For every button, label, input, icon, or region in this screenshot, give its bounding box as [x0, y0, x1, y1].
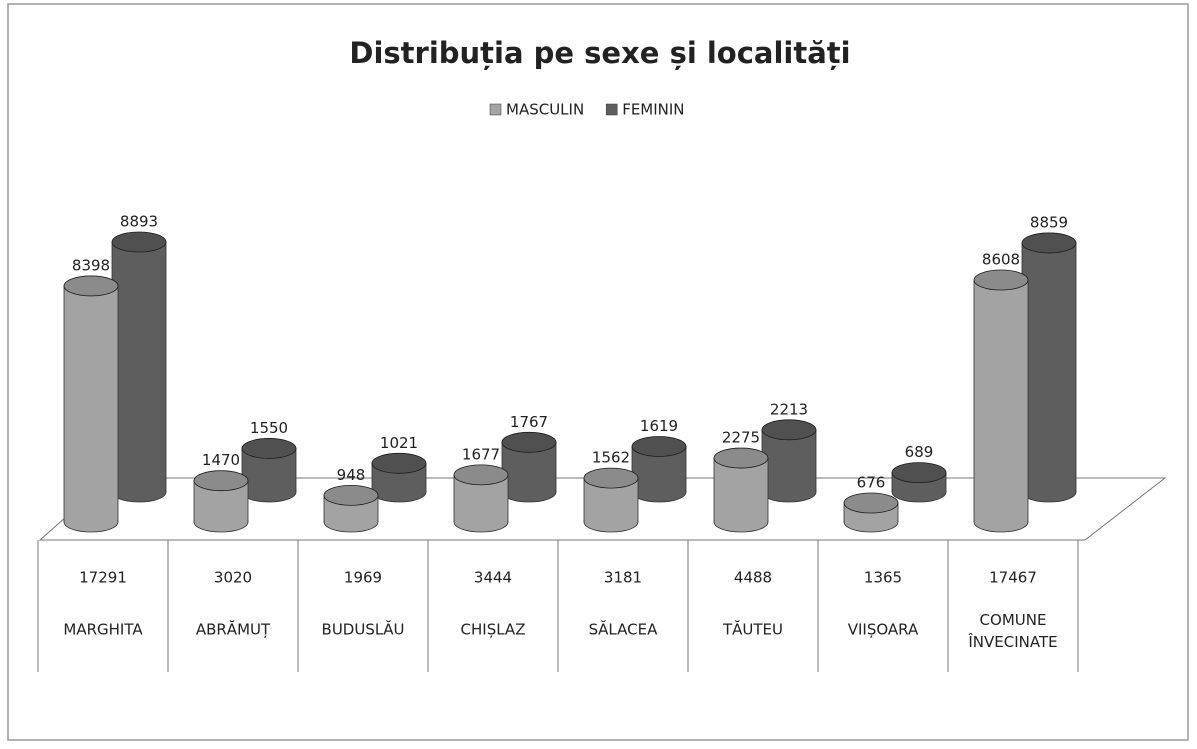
total-value: 4488	[734, 569, 772, 587]
data-label: 8893	[120, 213, 158, 231]
cylinder-top	[1021, 232, 1077, 254]
cylinder-top	[453, 464, 509, 486]
cylinder	[63, 275, 119, 533]
cylinder	[761, 419, 817, 503]
data-label: 2213	[770, 400, 808, 418]
cylinder-top	[371, 452, 427, 474]
cylinder-top	[761, 419, 817, 441]
cylinder	[843, 492, 899, 533]
cylinder	[583, 467, 639, 533]
cylinder-top	[323, 484, 379, 506]
legend-label: MASCULIN	[506, 101, 584, 119]
data-label: 8608	[982, 251, 1020, 269]
cylinder-top	[713, 447, 769, 469]
category-label: MARGHITA	[63, 621, 143, 639]
total-value: 3181	[604, 569, 642, 587]
data-label: 8859	[1030, 213, 1068, 231]
total-value: 1365	[864, 569, 902, 587]
cylinder-cover	[64, 285, 118, 522]
legend-label: FEMININ	[622, 101, 684, 119]
cylinder	[241, 438, 297, 503]
cylinder-cover	[714, 458, 768, 522]
cylinder	[111, 231, 167, 503]
cylinder	[323, 484, 379, 533]
cylinder-top	[843, 492, 899, 514]
legend-swatch	[489, 103, 502, 116]
data-label: 1619	[640, 417, 678, 435]
legend-swatch	[605, 103, 618, 116]
category-label: ABRĂMUȚ	[196, 620, 271, 639]
total-value: 3020	[214, 569, 252, 587]
total-value: 17467	[989, 569, 1037, 587]
data-label: 1562	[592, 449, 630, 467]
cylinder-top	[111, 231, 167, 253]
cylinder-top	[501, 431, 557, 453]
cylinder	[371, 452, 427, 503]
category-label: CHIȘLAZ	[461, 621, 526, 639]
cylinder-cover	[974, 280, 1028, 522]
cylinder	[193, 470, 249, 533]
category-label: COMUNE ÎNVECINATE	[967, 611, 1057, 651]
data-label: 689	[905, 443, 934, 461]
cylinder	[501, 431, 557, 503]
data-label: 1021	[380, 434, 418, 452]
cylinder	[891, 462, 947, 503]
plot: 8893 1550 1021 1767 1619 2213 689 8859 8398 1470 9…	[63, 213, 1077, 533]
cylinder-cover	[1022, 242, 1076, 492]
cylinder	[973, 269, 1029, 533]
data-label: 676	[857, 473, 886, 491]
category-label: SĂLACEA	[589, 620, 658, 639]
data-label: 1677	[462, 445, 500, 463]
category-label: TĂUTEU	[722, 620, 783, 639]
data-label: 948	[337, 466, 366, 484]
cylinder-top	[241, 438, 297, 459]
total-value: 3444	[474, 569, 512, 587]
cylinder-top	[631, 436, 687, 457]
cylinder-top	[583, 467, 639, 489]
cylinder	[713, 447, 769, 533]
total-value: 17291	[79, 569, 127, 587]
data-label: 1767	[510, 413, 548, 431]
category-label: BUDUSLĂU	[322, 620, 405, 639]
cylinder	[453, 464, 509, 533]
chart-title: Distribuția pe sexe și localități	[349, 36, 850, 70]
total-value: 1969	[344, 569, 382, 587]
data-label: 1470	[202, 451, 240, 469]
data-label: 1550	[250, 419, 288, 437]
cylinder	[1021, 232, 1077, 503]
cylinder-top	[193, 470, 249, 492]
category-label: VIIȘOARA	[848, 621, 919, 639]
data-label: 2275	[722, 429, 760, 447]
data-label: 8398	[72, 256, 110, 274]
cylinder-top	[891, 462, 947, 484]
cylinder	[631, 436, 687, 503]
cylinder-cover	[112, 242, 166, 492]
cylinder-top	[63, 275, 119, 297]
cylinder-top	[973, 269, 1029, 291]
